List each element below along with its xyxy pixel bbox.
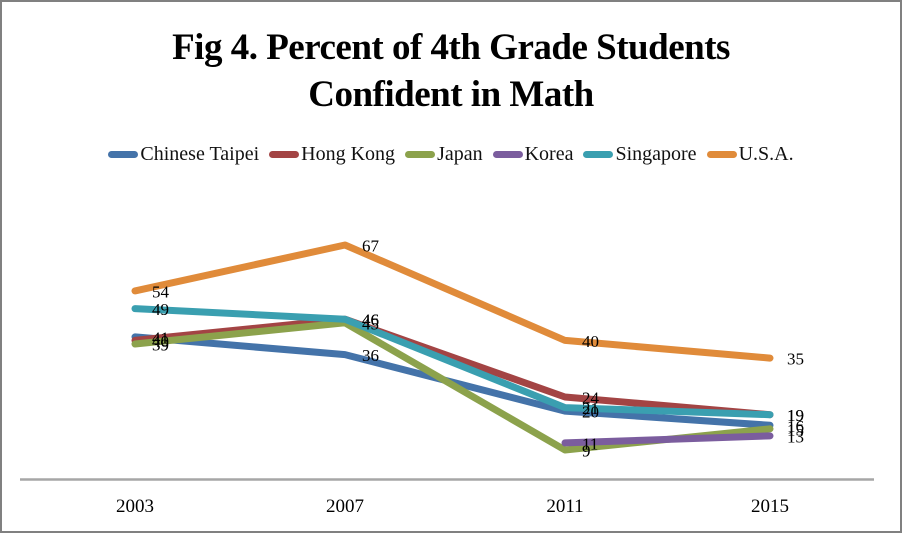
- legend-swatch: [583, 151, 614, 158]
- legend-swatch: [269, 151, 300, 158]
- data-label: 24: [582, 388, 600, 407]
- chart-title-line2: Confident in Math: [308, 74, 594, 115]
- data-label: 45: [362, 314, 379, 333]
- x-axis-label: 2011: [546, 496, 583, 517]
- series-line-korea: [561, 432, 774, 447]
- legend-label: Hong Kong: [301, 143, 396, 165]
- data-label: 15: [787, 420, 804, 439]
- x-axis-label: 2003: [116, 496, 154, 517]
- data-label: 54: [152, 282, 170, 301]
- legend-label: Chinese Taipei: [140, 143, 260, 165]
- legend-label: Korea: [524, 143, 574, 165]
- data-label: 11: [582, 434, 598, 453]
- data-label: 40: [152, 332, 169, 351]
- legend-swatch: [706, 151, 737, 158]
- data-label: 36: [362, 346, 379, 365]
- legend-item-singapore: Singapore: [583, 143, 697, 166]
- data-label: 39: [152, 335, 169, 354]
- series-line-hong-kong: [131, 315, 774, 419]
- data-label: 67: [362, 237, 380, 256]
- data-label: 19: [787, 406, 804, 425]
- series-line-singapore: [131, 305, 774, 419]
- data-label: 46: [362, 311, 379, 330]
- chart-title: Fig 4. Percent of 4th Grade Students Con…: [2, 24, 900, 118]
- legend-item-u-s-a: U.S.A.: [706, 143, 794, 166]
- data-label: 41: [152, 328, 169, 347]
- legend-label: U.S.A.: [738, 143, 794, 165]
- data-label: 13: [787, 427, 804, 446]
- x-axis-label: 2007: [326, 496, 364, 517]
- legend-swatch: [492, 151, 523, 158]
- data-label: 49: [152, 300, 169, 319]
- data-label: 16: [787, 417, 804, 436]
- legend-item-hong-kong: Hong Kong: [269, 143, 395, 166]
- legend-label: Japan: [437, 143, 483, 165]
- data-label: 19: [787, 406, 804, 425]
- legend-item-korea: Korea: [492, 143, 574, 166]
- chart-title-line1: Fig 4. Percent of 4th Grade Students: [172, 27, 730, 68]
- data-label: 9: [582, 442, 591, 461]
- legend-item-chinese-taipei: Chinese Taipei: [108, 143, 259, 166]
- data-label: 40: [582, 332, 599, 351]
- series-line-u-s-a: [131, 241, 774, 362]
- legend-item-japan: Japan: [405, 143, 483, 166]
- legend-swatch: [405, 151, 436, 158]
- chart-legend: Chinese Taipei Hong Kong Japan Korea Singapo…: [2, 143, 900, 166]
- legend-label: Singapore: [615, 143, 697, 165]
- data-label: 46: [362, 311, 379, 330]
- data-label: 20: [582, 403, 599, 422]
- legend-swatch: [108, 151, 139, 158]
- data-label: 35: [787, 350, 804, 369]
- x-axis-label: 2015: [751, 496, 789, 517]
- data-label: 21: [582, 399, 599, 418]
